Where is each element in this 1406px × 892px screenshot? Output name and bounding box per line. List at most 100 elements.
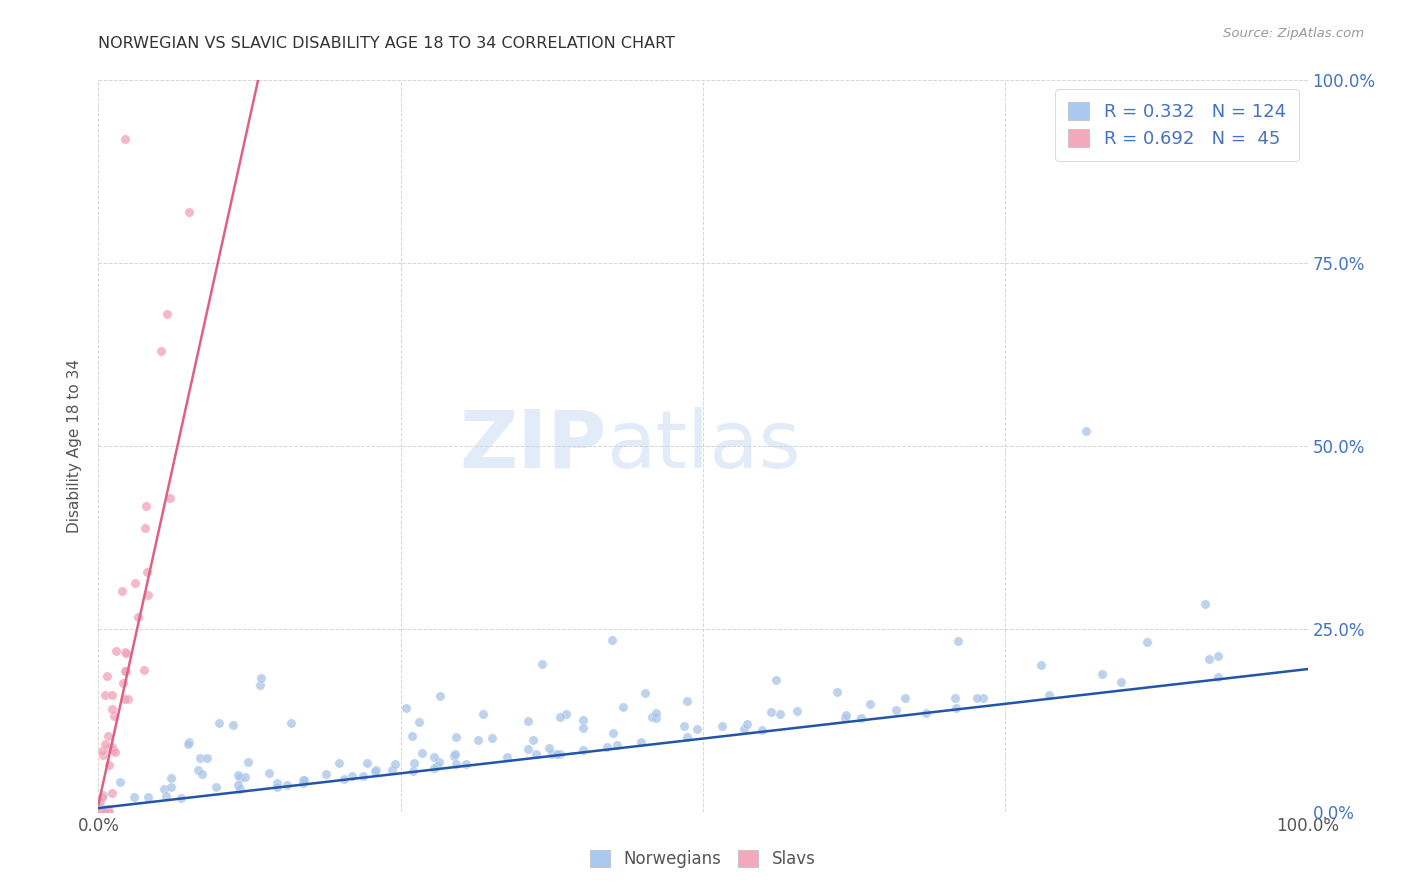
Point	[187, 763, 209, 777]
Point	[93, 805, 115, 819]
Point	[115, 665, 138, 679]
Point	[849, 710, 872, 724]
Point	[229, 782, 252, 797]
Point	[89, 794, 111, 808]
Point	[765, 673, 787, 687]
Point	[205, 780, 228, 794]
Point	[595, 740, 617, 755]
Point	[395, 700, 418, 714]
Point	[266, 780, 288, 794]
Point	[769, 707, 792, 722]
Point	[111, 583, 134, 598]
Point	[1091, 667, 1114, 681]
Point	[380, 763, 402, 777]
Point	[153, 781, 176, 796]
Point	[834, 711, 856, 725]
Point	[114, 664, 136, 678]
Point	[1031, 658, 1053, 673]
Point	[122, 790, 145, 805]
Point	[150, 343, 173, 358]
Point	[136, 789, 159, 804]
Point	[91, 747, 114, 762]
Point	[114, 692, 136, 706]
Point	[429, 756, 451, 770]
Point	[600, 633, 623, 648]
Point	[103, 708, 125, 723]
Point	[238, 755, 260, 769]
Point	[516, 742, 538, 756]
Point	[541, 747, 564, 762]
Point	[733, 723, 755, 737]
Point	[914, 706, 936, 720]
Point	[160, 771, 183, 785]
Point	[96, 669, 118, 683]
Point	[117, 692, 139, 706]
Point	[676, 730, 699, 744]
Point	[1136, 635, 1159, 649]
Point	[825, 685, 848, 699]
Point	[711, 719, 734, 733]
Point	[630, 735, 652, 749]
Point	[454, 757, 477, 772]
Point	[259, 766, 281, 780]
Point	[156, 307, 179, 321]
Point	[644, 706, 666, 720]
Point	[1109, 675, 1132, 690]
Point	[945, 700, 967, 714]
Point	[471, 707, 494, 722]
Point	[943, 690, 966, 705]
Legend: Norwegians, Slavs: Norwegians, Slavs	[583, 843, 823, 875]
Point	[91, 805, 114, 819]
Point	[90, 744, 112, 758]
Point	[524, 747, 547, 762]
Point	[467, 732, 489, 747]
Point	[188, 751, 211, 765]
Point	[966, 691, 988, 706]
Point	[602, 726, 624, 740]
Point	[101, 740, 124, 755]
Point	[548, 710, 571, 724]
Point	[94, 805, 117, 819]
Point	[222, 718, 245, 732]
Point	[111, 676, 134, 690]
Point	[177, 737, 200, 751]
Point	[948, 633, 970, 648]
Point	[548, 747, 571, 761]
Point	[292, 776, 315, 790]
Point	[1038, 688, 1060, 702]
Point	[208, 715, 231, 730]
Point	[571, 742, 593, 756]
Point	[786, 704, 808, 718]
Point	[114, 645, 136, 659]
Point	[522, 732, 544, 747]
Point	[105, 644, 128, 658]
Point	[280, 716, 302, 731]
Point	[606, 738, 628, 752]
Point	[429, 689, 451, 703]
Point	[443, 747, 465, 762]
Point	[411, 746, 433, 760]
Text: NORWEGIAN VS SLAVIC DISABILITY AGE 18 TO 34 CORRELATION CHART: NORWEGIAN VS SLAVIC DISABILITY AGE 18 TO…	[98, 36, 675, 51]
Point	[179, 205, 201, 219]
Point	[408, 715, 430, 730]
Point	[443, 748, 465, 763]
Legend: R = 0.332   N = 124, R = 0.692   N =  45: R = 0.332 N = 124, R = 0.692 N = 45	[1054, 89, 1299, 161]
Point	[94, 688, 117, 702]
Point	[356, 756, 378, 770]
Point	[135, 500, 157, 514]
Point	[496, 750, 519, 764]
Point	[100, 702, 122, 716]
Point	[226, 768, 249, 782]
Point	[97, 757, 120, 772]
Point	[612, 700, 634, 714]
Point	[834, 707, 856, 722]
Point	[737, 717, 759, 731]
Point	[97, 805, 120, 819]
Point	[1074, 425, 1097, 439]
Point	[114, 132, 136, 146]
Point	[170, 791, 193, 805]
Point	[444, 731, 467, 745]
Point	[266, 776, 288, 790]
Point	[530, 657, 553, 671]
Point	[751, 723, 773, 737]
